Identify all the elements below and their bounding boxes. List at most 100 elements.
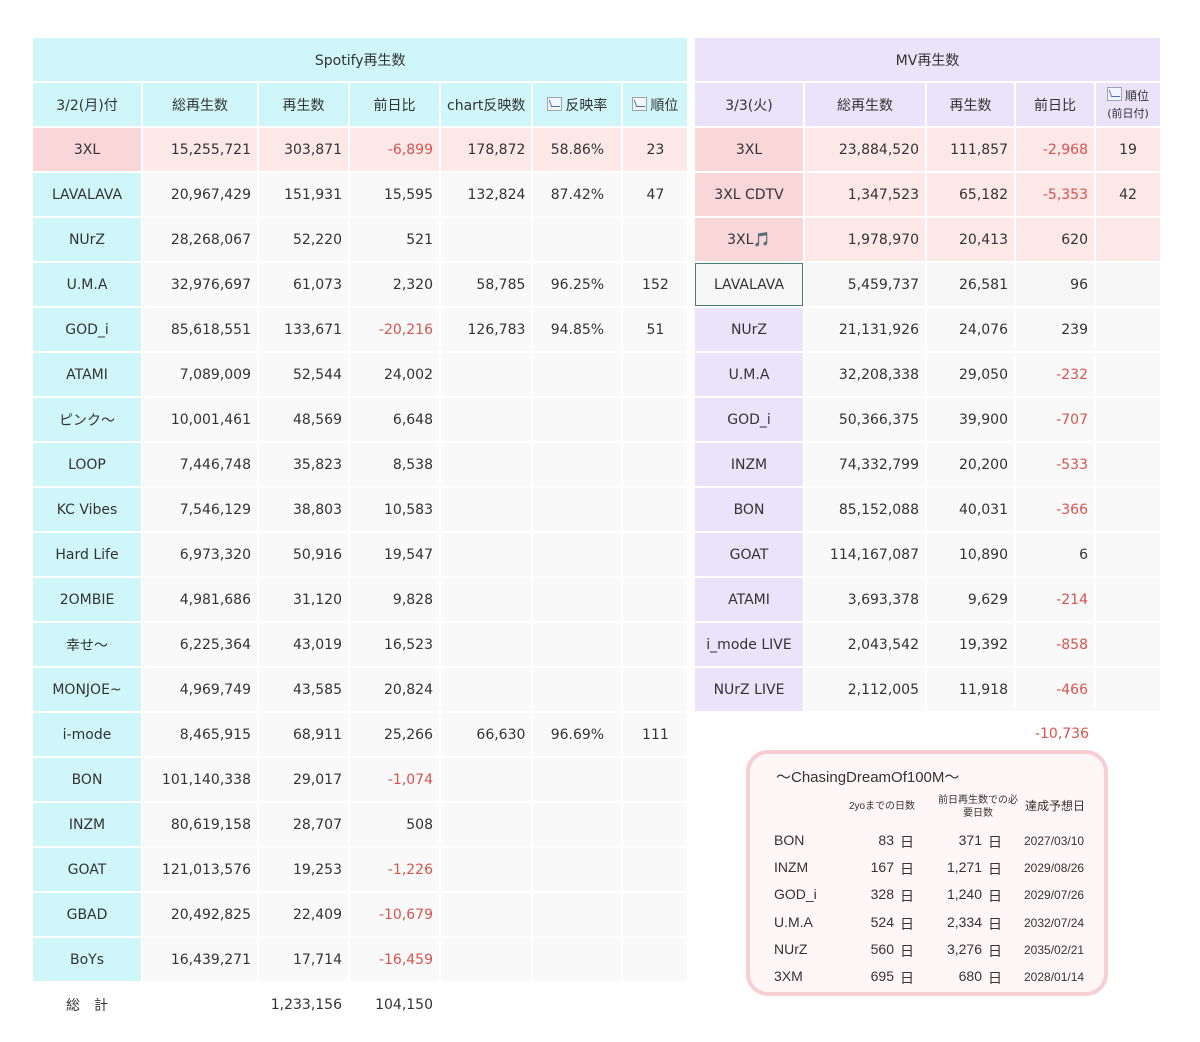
spotify-cell-plays: 43,585 xyxy=(259,668,348,711)
mv-cell-rank: 42 xyxy=(1096,173,1160,216)
spotify-cell-rank xyxy=(623,443,688,486)
mv-title: MV再生数 xyxy=(695,38,1160,81)
spotify-cell-chart xyxy=(441,533,532,576)
spotify-cell-artist: LAVALAVA xyxy=(33,173,141,216)
spotify-cell-rank: 111 xyxy=(623,713,688,756)
spotify-cell-rank xyxy=(623,218,688,261)
chasing-days-to-2yo: 695 xyxy=(870,968,894,984)
mv-cell-total: 50,366,375 xyxy=(805,398,925,441)
table-row: Hard Life 6,973,320 50,916 19,547 xyxy=(33,533,688,576)
spotify-cell-rank xyxy=(623,938,688,981)
spotify-cell-plays: 303,871 xyxy=(259,128,348,171)
spotify-cell-chart: 126,783 xyxy=(441,308,532,351)
mv-cell-title[interactable]: LAVALAVA xyxy=(695,263,803,306)
chasing-days-needed: 680 xyxy=(958,968,982,984)
spotify-cell-diff: 20,824 xyxy=(350,668,439,711)
chasing-dream-box: ～ChasingDreamOf100M～ 2yoまでの日数 前日再生数での必要日… xyxy=(746,750,1108,996)
spotify-cell-total: 10,001,461 xyxy=(143,398,257,441)
mv-cell-title: GOAT xyxy=(695,533,803,576)
mv-cell-total: 32,208,338 xyxy=(805,353,925,396)
spotify-total-plays: 1,233,156 xyxy=(259,983,348,1026)
chasing-days-to-2yo: 83 xyxy=(878,832,894,848)
spotify-cell-total: 121,013,576 xyxy=(143,848,257,891)
mv-header-diff: 前日比 xyxy=(1016,83,1094,126)
list-item: INZM 167 日 1,271 日 2029/08/26 xyxy=(750,859,1104,885)
spotify-cell-rate xyxy=(533,398,622,441)
table-row: LOOP 7,446,748 35,823 8,538 xyxy=(33,443,688,486)
chasing-name: NUrZ xyxy=(774,940,808,957)
spotify-cell-total: 101,140,338 xyxy=(143,758,257,801)
table-row: i-mode 8,465,915 68,911 25,266 66,630 96.69% 1… xyxy=(33,713,688,756)
spotify-cell-artist: Hard Life xyxy=(33,533,141,576)
spotify-cell-total: 6,225,364 xyxy=(143,623,257,666)
table-row: GOD_i 50,366,375 39,900 -707 xyxy=(695,398,1160,441)
spotify-cell-plays: 38,803 xyxy=(259,488,348,531)
table-row: U.M.A 32,976,697 61,073 2,320 58,785 96.25% 15… xyxy=(33,263,688,306)
spotify-cell-rank xyxy=(623,623,688,666)
mv-cell-total: 3,693,378 xyxy=(805,578,925,621)
chasing-name: GOD_i xyxy=(774,886,817,903)
spotify-cell-rank xyxy=(623,893,688,936)
mv-cell-title: GOD_i xyxy=(695,398,803,441)
spotify-cell-rank xyxy=(623,578,688,621)
spotify-cell-rate xyxy=(533,488,622,531)
table-row: U.M.A 32,208,338 29,050 -232 xyxy=(695,353,1160,396)
chasing-unit: 日 xyxy=(900,888,914,905)
spotify-cell-total: 7,446,748 xyxy=(143,443,257,486)
spotify-cell-artist: 幸せ～ xyxy=(33,623,141,666)
chasing-days-needed: 371 xyxy=(958,832,982,848)
chasing-unit: 日 xyxy=(900,861,914,878)
spotify-cell-plays: 19,253 xyxy=(259,848,348,891)
spotify-cell-rate xyxy=(533,353,622,396)
mv-table: MV再生数 3/3(火) 総再生数 再生数 前日比 順位 (前日付) 3XL 23… xyxy=(693,36,1162,713)
spotify-cell-diff: -20,216 xyxy=(350,308,439,351)
mv-cell-title: NUrZ xyxy=(695,308,803,351)
spotify-cell-total: 20,492,825 xyxy=(143,893,257,936)
mv-cell-plays: 111,857 xyxy=(927,128,1014,171)
chasing-date: 2029/07/26 xyxy=(1024,888,1085,903)
mv-cell-total: 23,884,520 xyxy=(805,128,925,171)
spotify-cell-rate xyxy=(533,938,622,981)
chasing-days-needed: 1,240 xyxy=(946,886,982,903)
spotify-cell-rank xyxy=(623,488,688,531)
spotify-cell-artist: INZM xyxy=(33,803,141,846)
spotify-cell-chart xyxy=(441,218,532,261)
mv-header-date: 3/3(火) xyxy=(695,83,803,126)
spotify-cell-chart xyxy=(441,443,532,486)
mv-cell-title: U.M.A xyxy=(695,353,803,396)
chasing-days-to-2yo: 524 xyxy=(870,913,894,930)
spotify-cell-rank xyxy=(623,353,688,396)
spotify-cell-total: 8,465,915 xyxy=(143,713,257,756)
spotify-cell-rate xyxy=(533,803,622,846)
spotify-cell-artist: GOD_i xyxy=(33,308,141,351)
spotify-cell-plays: 28,707 xyxy=(259,803,348,846)
spotify-cell-rate: 96.69% xyxy=(533,713,622,756)
list-item: U.M.A 524 日 2,334 日 2032/07/24 xyxy=(750,914,1104,940)
mv-cell-diff: 239 xyxy=(1016,308,1094,351)
spotify-cell-rate xyxy=(533,218,622,261)
spotify-cell-total: 6,973,320 xyxy=(143,533,257,576)
table-row: BON 101,140,338 29,017 -1,074 xyxy=(33,758,688,801)
spotify-cell-artist: 2OMBIE xyxy=(33,578,141,621)
chasing-header-days-needed: 前日再生数での必要日数 xyxy=(938,795,1018,819)
mv-cell-title: 3XL CDTV xyxy=(695,173,803,216)
chasing-unit: 日 xyxy=(988,861,1002,878)
mv-cell-diff: -707 xyxy=(1016,398,1094,441)
mv-cell-diff: -2,968 xyxy=(1016,128,1094,171)
spotify-cell-rank xyxy=(623,803,688,846)
spotify-cell-rate: 58.86% xyxy=(533,128,622,171)
spotify-cell-plays: 43,019 xyxy=(259,623,348,666)
mv-cell-diff: -858 xyxy=(1016,623,1094,666)
spotify-cell-diff: 2,320 xyxy=(350,263,439,306)
spotify-cell-diff: 6,648 xyxy=(350,398,439,441)
spotify-header-plays: 再生数 xyxy=(259,83,348,126)
chasing-unit: 日 xyxy=(988,888,1002,905)
spotify-cell-chart xyxy=(441,353,532,396)
list-item: BON 83 日 371 日 2027/03/10 xyxy=(750,832,1104,858)
chasing-date: 2027/03/10 xyxy=(1024,834,1085,848)
chasing-unit: 日 xyxy=(900,915,914,932)
table-row: LAVALAVA 5,459,737 26,581 96 xyxy=(695,263,1160,306)
spotify-cell-artist: U.M.A xyxy=(33,263,141,306)
spotify-total-blank xyxy=(623,983,688,1026)
spotify-cell-chart xyxy=(441,803,532,846)
